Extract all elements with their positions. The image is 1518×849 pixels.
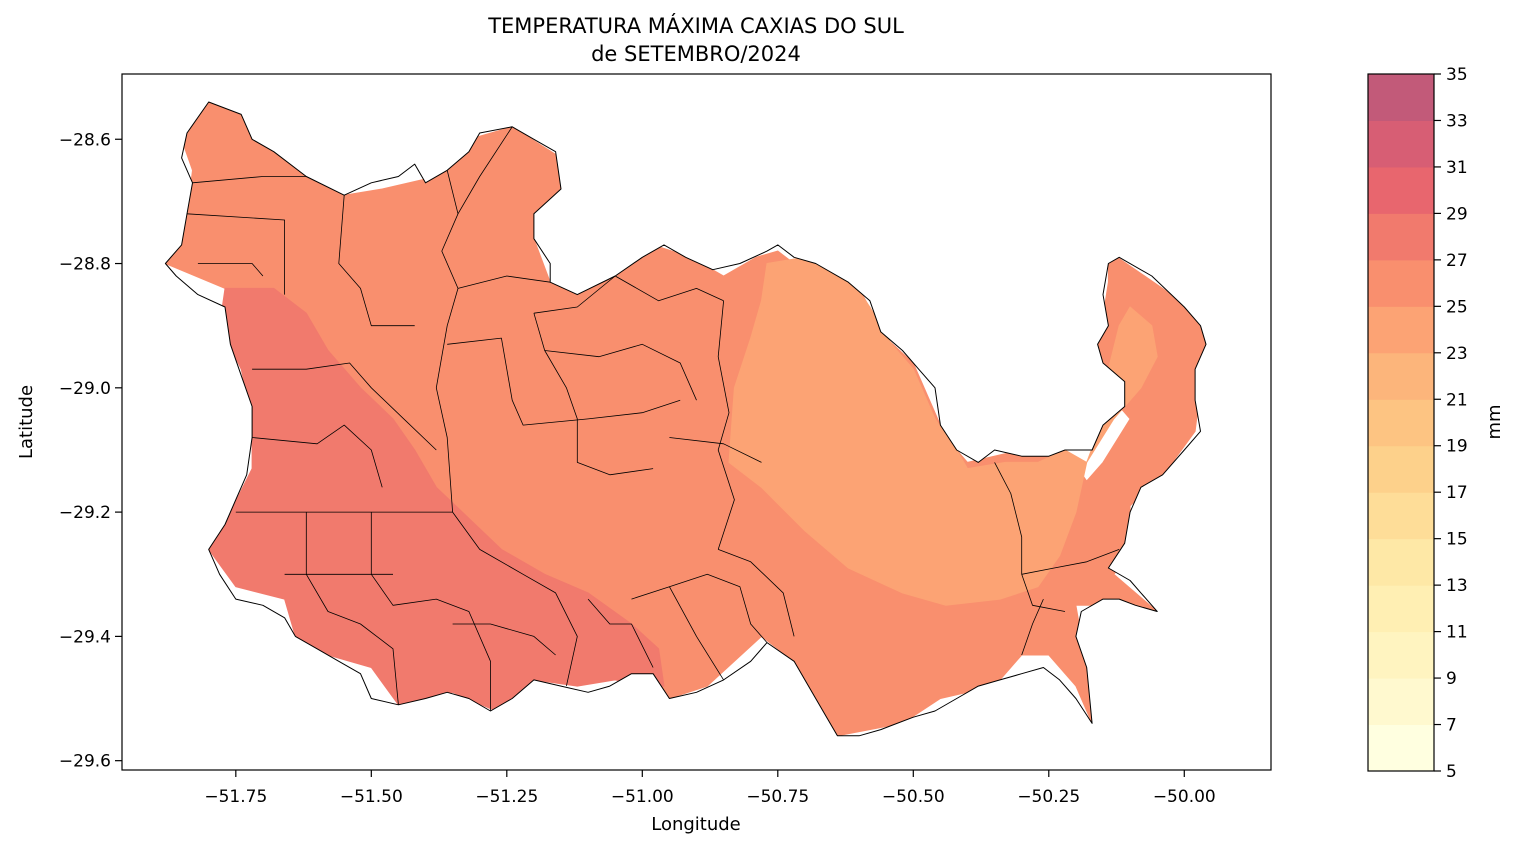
temperature-fill bbox=[165, 102, 1206, 736]
colorbar-segment bbox=[1368, 74, 1434, 121]
x-tick-label: −50.25 bbox=[1017, 787, 1080, 807]
x-tick-label: −50.75 bbox=[746, 787, 809, 807]
x-tick-label: −50.50 bbox=[882, 787, 945, 807]
colorbar-tick-label: 11 bbox=[1446, 623, 1468, 643]
x-axis-ticks: −51.75 −51.50 −51.25 −51.00 −50.75 −50.50 −50.… bbox=[204, 770, 1216, 807]
municipal-boundary bbox=[669, 586, 724, 681]
municipal-boundary bbox=[533, 275, 724, 314]
colorbar-segment bbox=[1368, 166, 1434, 214]
y-tick-label: −28.8 bbox=[59, 255, 111, 275]
municipal-boundary bbox=[717, 300, 735, 550]
municipal-boundary bbox=[669, 437, 762, 463]
colorbar-label: mm bbox=[1484, 404, 1505, 439]
colorbar-tick-label: 21 bbox=[1446, 390, 1468, 410]
municipal-boundary bbox=[587, 598, 654, 668]
municipal-boundary bbox=[1021, 598, 1044, 656]
colorbar-tick-label: 19 bbox=[1446, 437, 1468, 457]
y-tick-label: −29.4 bbox=[59, 627, 111, 647]
colorbar-segment bbox=[1368, 120, 1434, 168]
colorbar-segment bbox=[1368, 492, 1434, 540]
colorbar-segment bbox=[1368, 724, 1434, 772]
region-outline bbox=[164, 101, 1207, 737]
municipal-boundary bbox=[452, 511, 578, 687]
municipal-boundary bbox=[192, 176, 307, 184]
colorbar-tick-label: 29 bbox=[1446, 204, 1468, 224]
colorbar-segment bbox=[1368, 213, 1434, 261]
colorbar-tick-label: 17 bbox=[1446, 483, 1468, 503]
municipal-boundary bbox=[457, 275, 551, 289]
plot-frame bbox=[121, 73, 1272, 771]
municipal-boundary bbox=[186, 213, 286, 295]
colorbar-tick-label: 35 bbox=[1446, 65, 1468, 85]
municipal-boundary bbox=[305, 512, 399, 705]
y-axis-label: Latitude bbox=[16, 385, 37, 459]
municipal-boundary bbox=[447, 337, 681, 426]
colorbar-tick-label: 23 bbox=[1446, 344, 1468, 364]
x-tick-label: −51.25 bbox=[475, 787, 538, 807]
colorbar: 5 7 9 11 13 15 17 19 21 23 25 27 29 31 33 35 bbox=[1367, 65, 1468, 782]
municipal-boundary bbox=[252, 424, 383, 488]
colorbar-tick-label: 25 bbox=[1446, 297, 1468, 317]
colorbar-segment bbox=[1368, 306, 1434, 354]
colorbar-tick-label: 7 bbox=[1446, 716, 1457, 736]
colorbar-tick-label: 15 bbox=[1446, 530, 1468, 550]
municipal-boundary bbox=[544, 343, 697, 401]
y-tick-label: −29.6 bbox=[59, 752, 111, 772]
colorbar-segment bbox=[1368, 678, 1434, 726]
colorbar-segment bbox=[1368, 352, 1434, 400]
x-axis-label: Longitude bbox=[651, 814, 741, 835]
y-tick-label: −29.2 bbox=[59, 503, 111, 523]
chart-subtitle: de SETEMBRO/2024 bbox=[591, 42, 801, 66]
colorbar-tick-label: 9 bbox=[1446, 669, 1457, 689]
colorbar-segment bbox=[1368, 585, 1434, 633]
x-tick-label: −51.75 bbox=[204, 787, 267, 807]
colorbar-segment bbox=[1368, 259, 1434, 307]
x-tick-label: −51.50 bbox=[340, 787, 403, 807]
municipal-boundary bbox=[452, 623, 556, 656]
colorbar-tick-label: 5 bbox=[1446, 762, 1457, 782]
chart-title: TEMPERATURA MÁXIMA CAXIAS DO SUL bbox=[487, 13, 904, 38]
x-tick-label: −51.00 bbox=[611, 787, 674, 807]
colorbar-segment bbox=[1368, 399, 1434, 447]
colorbar-segment bbox=[1368, 538, 1434, 586]
municipal-boundary bbox=[718, 549, 795, 637]
municipal-boundary bbox=[338, 195, 415, 327]
temperature-zone-21-23 bbox=[728, 256, 1158, 606]
y-tick-label: −28.6 bbox=[59, 130, 111, 150]
municipal-boundary bbox=[435, 170, 459, 513]
map-layer bbox=[164, 101, 1207, 737]
colorbar-frame bbox=[1367, 73, 1435, 772]
y-axis-ticks: −28.6 −28.8 −29.0 −29.2 −29.4 −29.6 bbox=[59, 130, 122, 772]
colorbar-tick-label: 31 bbox=[1446, 158, 1468, 178]
colorbar-tick-label: 33 bbox=[1446, 111, 1468, 131]
municipal-boundary bbox=[631, 573, 768, 643]
municipal-boundary bbox=[197, 263, 264, 277]
colorbar-tick-label: 27 bbox=[1446, 251, 1468, 271]
municipal-boundary bbox=[994, 462, 1066, 612]
colorbar-segment bbox=[1368, 445, 1434, 493]
x-tick-label: −50.00 bbox=[1153, 787, 1216, 807]
colorbar-tick-label: 13 bbox=[1446, 576, 1468, 596]
y-tick-label: −29.0 bbox=[59, 379, 111, 399]
municipal-boundary bbox=[457, 126, 513, 215]
colorbar-segment bbox=[1368, 631, 1434, 679]
municipal-boundary bbox=[1021, 549, 1120, 575]
municipal-boundary bbox=[252, 362, 437, 451]
